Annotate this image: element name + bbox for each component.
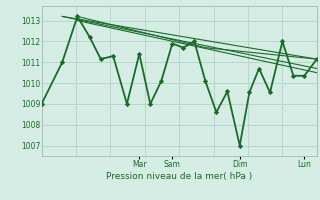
X-axis label: Pression niveau de la mer( hPa ): Pression niveau de la mer( hPa ): [106, 172, 252, 181]
